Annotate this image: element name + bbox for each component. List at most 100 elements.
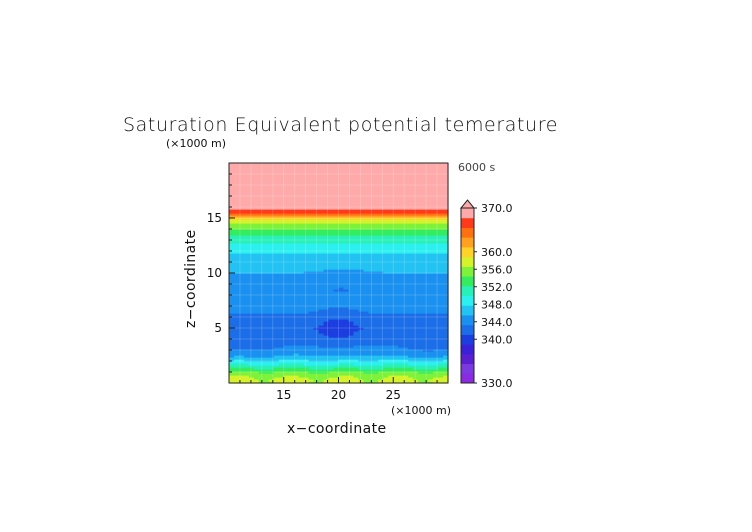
contour-cell <box>368 225 374 228</box>
contour-cell <box>278 279 285 282</box>
contour-cell <box>253 173 260 176</box>
contour-cell <box>388 163 394 166</box>
contour-cell <box>278 191 285 194</box>
contour-cell <box>283 231 290 234</box>
contour-cell <box>438 301 444 304</box>
contour-cell <box>248 225 255 228</box>
contour-cell <box>363 319 369 322</box>
contour-cell <box>313 327 320 330</box>
contour-cell <box>298 289 305 292</box>
contour-cell <box>373 243 379 246</box>
contour-cell <box>398 315 404 318</box>
contour-cell <box>323 173 330 176</box>
contour-cell <box>263 275 270 278</box>
contour-cell <box>308 179 315 182</box>
contour-cell <box>268 325 275 328</box>
contour-cell <box>229 181 235 184</box>
contour-cell <box>408 205 414 208</box>
contour-cell <box>383 271 389 274</box>
contour-cell <box>233 375 240 378</box>
contour-cell <box>398 311 404 314</box>
contour-cell <box>323 287 330 290</box>
contour-cell <box>358 289 364 292</box>
contour-cell <box>348 375 355 378</box>
contour-cell <box>288 165 295 168</box>
contour-cell <box>383 325 389 328</box>
contour-cell <box>348 307 355 310</box>
contour-cell <box>403 255 409 258</box>
contour-cell <box>428 179 434 182</box>
contour-cell <box>243 235 250 238</box>
contour-cell <box>268 301 275 304</box>
contour-cell <box>298 295 305 298</box>
contour-cell <box>238 355 245 358</box>
contour-cell <box>433 233 439 236</box>
contour-cell <box>293 367 300 370</box>
contour-cell <box>298 271 305 274</box>
contour-cell <box>258 363 265 366</box>
contour-cell <box>398 355 404 358</box>
contour-cell <box>243 291 250 294</box>
contour-cell <box>398 331 404 334</box>
contour-cell <box>368 277 374 280</box>
contour-cell <box>368 173 374 176</box>
contour-cell <box>358 265 364 268</box>
contour-cell <box>278 257 285 260</box>
contour-cell <box>408 283 414 286</box>
contour-cell <box>308 321 315 324</box>
contour-cell <box>413 305 419 308</box>
contour-cell <box>348 195 355 198</box>
contour-cell <box>253 341 260 344</box>
contour-cell <box>343 375 350 378</box>
contour-cell <box>298 241 305 244</box>
contour-cell <box>418 313 424 316</box>
contour-cell <box>393 255 399 258</box>
contour-cell <box>278 311 285 314</box>
contour-cell <box>273 173 280 176</box>
contour-cell <box>268 311 275 314</box>
contour-cell <box>238 213 245 216</box>
contour-cell <box>423 283 429 286</box>
contour-cell <box>233 259 240 262</box>
colorbar-swatch <box>461 324 474 335</box>
contour-cell <box>443 241 449 244</box>
contour-cell <box>318 357 325 360</box>
contour-cell <box>363 295 369 298</box>
contour-cell <box>393 195 399 198</box>
contour-cell <box>308 255 315 258</box>
contour-cell <box>293 295 300 298</box>
contour-cell <box>338 349 345 352</box>
contour-cell <box>343 345 350 348</box>
contour-cell <box>318 335 325 338</box>
contour-cell <box>353 265 360 268</box>
contour-cell <box>423 253 429 256</box>
contour-cell <box>413 335 419 338</box>
contour-cell <box>428 217 434 220</box>
contour-cell <box>243 233 250 236</box>
contour-cell <box>368 203 374 206</box>
contour-cell <box>243 321 250 324</box>
contour-cell <box>328 243 335 246</box>
contour-cell <box>298 339 305 342</box>
contour-cell <box>413 223 419 226</box>
contour-cell <box>373 331 379 334</box>
contour-cell <box>403 341 409 344</box>
contour-cell <box>333 277 340 280</box>
contour-cell <box>229 183 235 186</box>
contour-cell <box>278 313 285 316</box>
contour-cell <box>238 329 245 332</box>
contour-cell <box>283 369 290 372</box>
contour-cell <box>288 235 295 238</box>
contour-cell <box>243 329 250 332</box>
contour-cell <box>278 249 285 252</box>
contour-cell <box>378 235 384 238</box>
contour-cell <box>343 227 350 230</box>
contour-cell <box>278 239 285 242</box>
contour-cell <box>233 203 240 206</box>
contour-cell <box>318 379 325 382</box>
contour-cell <box>438 271 444 274</box>
contour-cell <box>298 355 305 358</box>
contour-cell <box>403 185 409 188</box>
contour-cell <box>288 371 295 374</box>
contour-cell <box>233 267 240 270</box>
